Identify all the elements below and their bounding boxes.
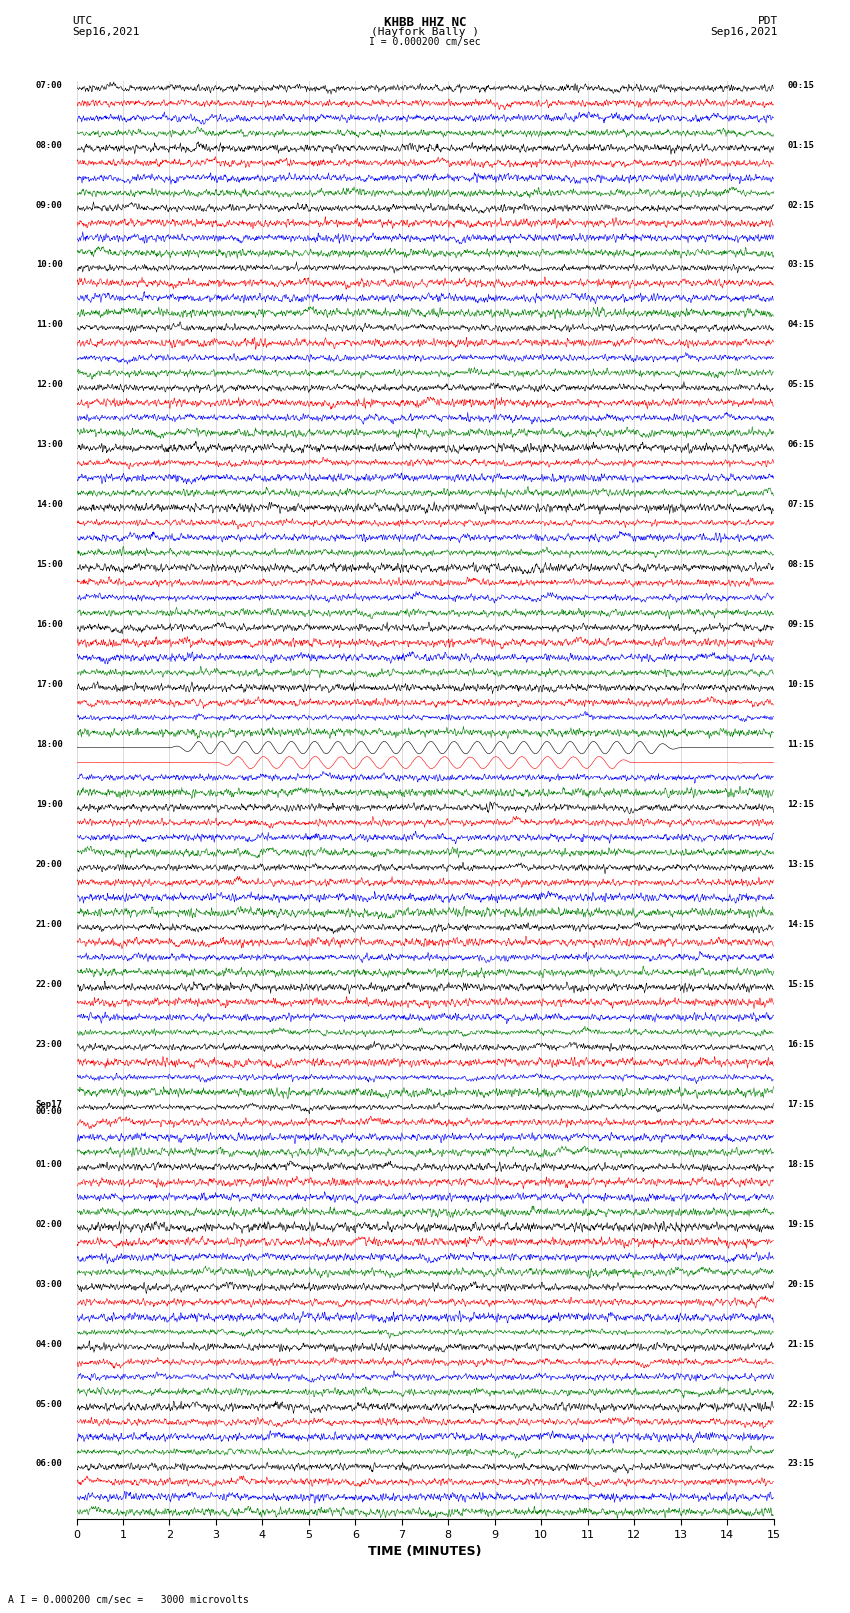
Text: 10:00: 10:00 (36, 261, 63, 269)
Text: KHBB HHZ NC: KHBB HHZ NC (383, 16, 467, 29)
Text: PDT: PDT (757, 16, 778, 26)
Text: 23:15: 23:15 (787, 1460, 814, 1468)
Text: Sep17: Sep17 (36, 1100, 63, 1108)
Text: 08:15: 08:15 (787, 560, 814, 569)
Text: A I = 0.000200 cm/sec =   3000 microvolts: A I = 0.000200 cm/sec = 3000 microvolts (8, 1595, 249, 1605)
Text: 07:00: 07:00 (36, 81, 63, 90)
Text: 08:00: 08:00 (36, 140, 63, 150)
Text: 10:15: 10:15 (787, 681, 814, 689)
Text: 12:15: 12:15 (787, 800, 814, 810)
Text: 09:15: 09:15 (787, 621, 814, 629)
Text: 18:00: 18:00 (36, 740, 63, 748)
Text: 06:15: 06:15 (787, 440, 814, 450)
Text: Sep16,2021: Sep16,2021 (711, 27, 778, 37)
Text: 01:00: 01:00 (36, 1160, 63, 1169)
Text: 13:00: 13:00 (36, 440, 63, 450)
Text: 15:00: 15:00 (36, 560, 63, 569)
Text: I = 0.000200 cm/sec: I = 0.000200 cm/sec (369, 37, 481, 47)
Text: 11:15: 11:15 (787, 740, 814, 748)
X-axis label: TIME (MINUTES): TIME (MINUTES) (368, 1545, 482, 1558)
Text: 02:00: 02:00 (36, 1219, 63, 1229)
Text: 01:15: 01:15 (787, 140, 814, 150)
Text: 15:15: 15:15 (787, 981, 814, 989)
Text: 22:15: 22:15 (787, 1400, 814, 1408)
Text: 05:15: 05:15 (787, 381, 814, 389)
Text: 04:00: 04:00 (36, 1339, 63, 1348)
Text: 07:15: 07:15 (787, 500, 814, 510)
Text: 00:00: 00:00 (36, 1107, 63, 1116)
Text: 17:00: 17:00 (36, 681, 63, 689)
Text: UTC: UTC (72, 16, 93, 26)
Text: 20:00: 20:00 (36, 860, 63, 869)
Text: 03:15: 03:15 (787, 261, 814, 269)
Text: 22:00: 22:00 (36, 981, 63, 989)
Text: 14:00: 14:00 (36, 500, 63, 510)
Text: 11:00: 11:00 (36, 321, 63, 329)
Text: 17:15: 17:15 (787, 1100, 814, 1108)
Text: 03:00: 03:00 (36, 1279, 63, 1289)
Text: 13:15: 13:15 (787, 860, 814, 869)
Text: 21:15: 21:15 (787, 1339, 814, 1348)
Text: 19:00: 19:00 (36, 800, 63, 810)
Text: 05:00: 05:00 (36, 1400, 63, 1408)
Text: 21:00: 21:00 (36, 919, 63, 929)
Text: (Hayfork Bally ): (Hayfork Bally ) (371, 27, 479, 37)
Text: Sep16,2021: Sep16,2021 (72, 27, 139, 37)
Text: 18:15: 18:15 (787, 1160, 814, 1169)
Text: 20:15: 20:15 (787, 1279, 814, 1289)
Text: 14:15: 14:15 (787, 919, 814, 929)
Text: 00:15: 00:15 (787, 81, 814, 90)
Text: 16:00: 16:00 (36, 621, 63, 629)
Text: 02:15: 02:15 (787, 200, 814, 210)
Text: 16:15: 16:15 (787, 1040, 814, 1048)
Text: 19:15: 19:15 (787, 1219, 814, 1229)
Text: 12:00: 12:00 (36, 381, 63, 389)
Text: 06:00: 06:00 (36, 1460, 63, 1468)
Text: 04:15: 04:15 (787, 321, 814, 329)
Text: 23:00: 23:00 (36, 1040, 63, 1048)
Text: 09:00: 09:00 (36, 200, 63, 210)
